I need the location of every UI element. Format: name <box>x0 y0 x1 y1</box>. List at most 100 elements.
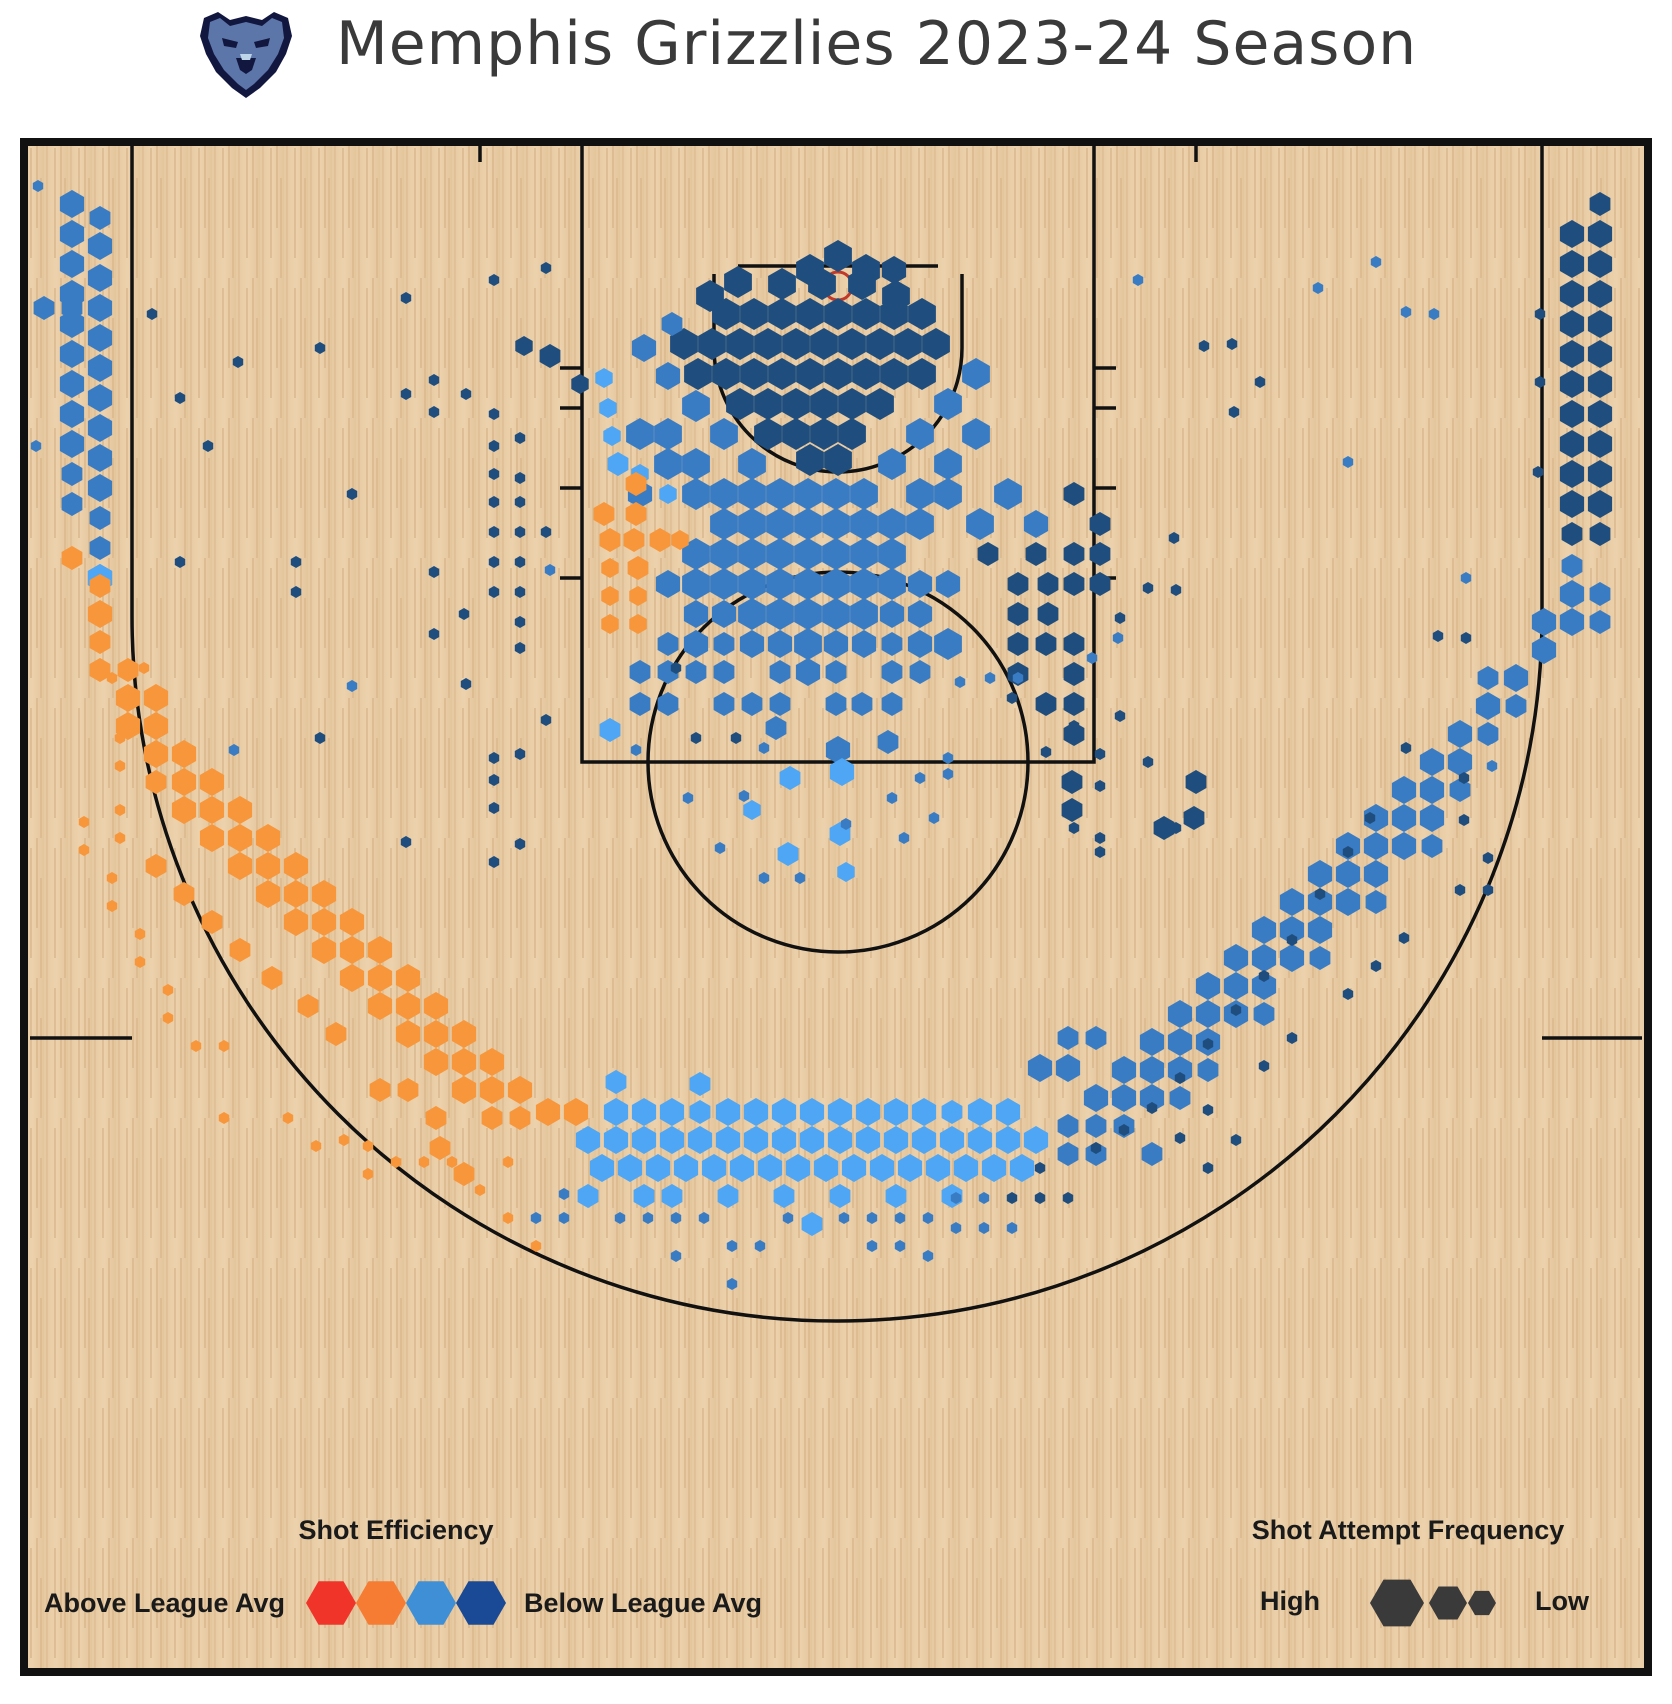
shot-hex-553 <box>1202 1038 1214 1050</box>
shot-hex-158 <box>1063 662 1085 686</box>
shot-hex-261 <box>1419 748 1445 776</box>
shot-hex-368 <box>717 1184 739 1208</box>
shot-hex-333 <box>589 1154 615 1182</box>
shot-hex-469 <box>544 564 556 576</box>
shot-hex-1 <box>824 240 852 272</box>
shot-hex-395 <box>199 824 225 852</box>
shot-hex-572 <box>950 1192 962 1204</box>
shot-hex-97 <box>822 568 850 600</box>
shot-hex-604 <box>390 1156 402 1168</box>
shot-hex-360 <box>911 1098 937 1126</box>
shot-hex-106 <box>822 598 850 630</box>
shot-hex-36 <box>908 358 936 390</box>
shot-hex-318 <box>631 1126 657 1154</box>
shot-hex-576 <box>838 1212 850 1224</box>
shot-hex-27 <box>922 328 950 360</box>
shot-hex-575 <box>866 1212 878 1224</box>
shot-hex-447 <box>428 374 440 386</box>
shot-hex-96 <box>794 568 822 600</box>
shot-hex-206 <box>87 294 113 322</box>
shot-hex-385 <box>171 740 197 768</box>
shot-hex-591 <box>866 1240 878 1252</box>
shot-hex-282 <box>1251 944 1277 972</box>
shot-hex-102 <box>711 600 737 628</box>
shot-hex-561 <box>1286 1032 1298 1044</box>
shot-hex-384 <box>143 712 169 740</box>
legend-above-label: Above League Avg <box>44 1588 285 1618</box>
shot-hex-473 <box>346 488 358 500</box>
shot-hex-410 <box>339 964 365 992</box>
shot-hex-463 <box>514 556 526 568</box>
shot-hex-117 <box>823 630 849 658</box>
shot-hex-358 <box>855 1098 881 1126</box>
shot-hex-246 <box>1587 490 1613 518</box>
shot-hex-140 <box>825 736 851 764</box>
shot-hex-119 <box>881 632 903 656</box>
shot-hex-38 <box>754 388 782 420</box>
shot-hex-126 <box>769 660 791 684</box>
shot-hex-525 <box>1168 532 1180 544</box>
shot-hex-199 <box>59 190 85 218</box>
shot-hex-311 <box>1253 1002 1275 1026</box>
shot-hex-124 <box>685 660 707 684</box>
shot-hex-248 <box>1589 522 1611 546</box>
shot-hex-344 <box>897 1154 923 1182</box>
shot-hex-226 <box>1589 192 1611 216</box>
shot-hex-80 <box>738 478 766 510</box>
court-svg: Shot Efficiency Above League Avg Below L… <box>20 138 1652 1676</box>
legend-efficiency-swatch-1 <box>356 1581 406 1625</box>
shot-hex-339 <box>757 1154 783 1182</box>
shot-hex-520 <box>1114 612 1126 624</box>
shot-hex-133 <box>713 692 735 716</box>
shot-hex-270 <box>1363 832 1389 860</box>
shot-hex-626 <box>138 662 150 674</box>
shot-hex-298 <box>1139 1084 1165 1112</box>
shot-hex-86 <box>906 508 934 540</box>
shot-hex-198 <box>671 530 689 550</box>
shot-hex-434 <box>261 966 283 990</box>
shot-hex-502 <box>914 772 926 784</box>
shot-hex-196 <box>601 614 619 634</box>
shot-hex-183 <box>777 842 799 866</box>
shot-hex-512 <box>1094 748 1106 760</box>
shot-hex-170 <box>539 344 561 368</box>
shot-hex-312 <box>1309 946 1331 970</box>
shot-hex-245 <box>1559 490 1585 518</box>
shot-hex-600 <box>474 1184 486 1196</box>
shot-hex-588 <box>670 1250 682 1262</box>
shot-hex-404 <box>283 908 309 936</box>
shot-hex-620 <box>78 816 90 828</box>
shot-hex-129 <box>881 660 903 684</box>
shot-hex-12 <box>768 298 796 330</box>
shot-hex-584 <box>558 1212 570 1224</box>
shot-hex-559 <box>1202 1104 1214 1116</box>
shot-hex-341 <box>813 1154 839 1182</box>
shot-hex-521 <box>1142 582 1154 594</box>
shot-hex-424 <box>563 1098 589 1126</box>
shot-hex-58 <box>850 478 878 510</box>
shot-hex-253 <box>1531 608 1557 636</box>
shot-hex-468 <box>540 526 552 538</box>
shot-hex-88 <box>710 538 738 570</box>
shot-hex-44 <box>782 418 810 450</box>
shot-hex-543 <box>1486 760 1498 772</box>
shot-hex-362 <box>967 1098 993 1126</box>
shot-hex-552 <box>1230 1004 1242 1016</box>
shot-hex-165 <box>1061 770 1083 794</box>
shot-hex-605 <box>362 1168 374 1180</box>
shot-hex-234 <box>1587 310 1613 338</box>
shot-hex-337 <box>701 1154 727 1182</box>
shot-hex-427 <box>397 1078 419 1102</box>
shot-hex-153 <box>1089 512 1111 536</box>
shot-hex-366 <box>633 1184 655 1208</box>
shot-hex-34 <box>852 358 880 390</box>
shot-hex-444 <box>232 356 244 368</box>
shot-hex-26 <box>894 328 922 360</box>
shot-hex-211 <box>59 370 85 398</box>
shot-hex-71 <box>738 508 766 540</box>
shot-hex-514 <box>1068 822 1080 834</box>
shot-hex-50 <box>661 312 683 336</box>
shot-hex-412 <box>395 992 421 1020</box>
shot-hex-276 <box>1307 888 1333 916</box>
shot-hex-503 <box>942 768 954 780</box>
